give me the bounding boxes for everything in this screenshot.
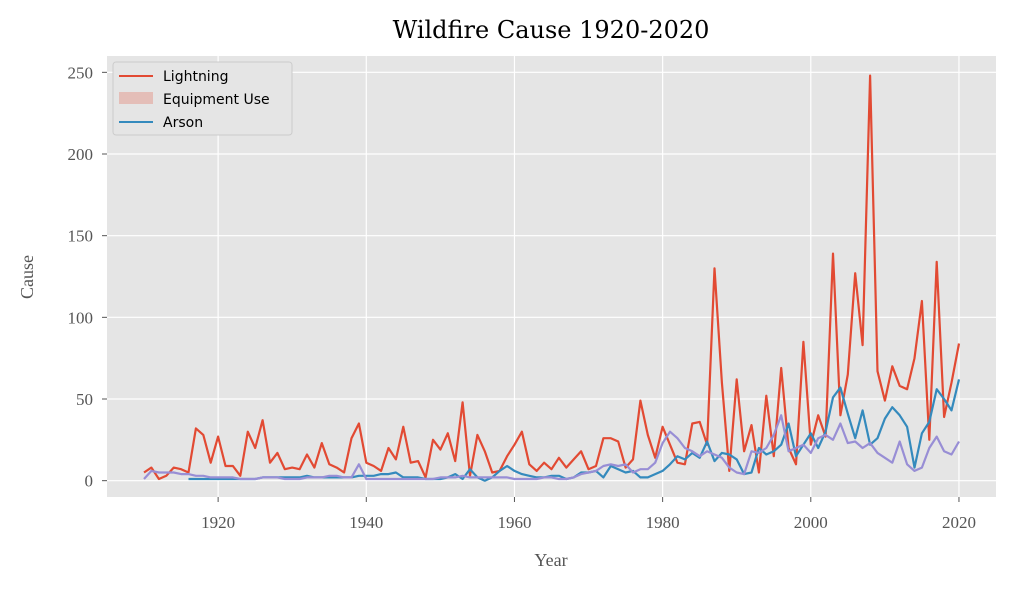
y-tick-label: 250 bbox=[68, 63, 94, 82]
x-tick-label: 1920 bbox=[201, 513, 235, 532]
x-tick-label: 1960 bbox=[497, 513, 531, 532]
chart-title: Wildfire Cause 1920-2020 bbox=[393, 16, 710, 44]
legend-label-equipment-use: Equipment Use bbox=[163, 92, 270, 108]
x-tick-label: 2000 bbox=[794, 513, 828, 532]
y-tick-label: 0 bbox=[85, 472, 94, 491]
y-tick-label: 150 bbox=[68, 227, 94, 246]
gridlines bbox=[107, 56, 996, 497]
series-lines bbox=[143, 74, 961, 482]
y-tick-label: 100 bbox=[68, 308, 94, 327]
y-axis-label: Cause bbox=[17, 255, 37, 299]
x-tick-label: 2020 bbox=[942, 513, 976, 532]
axis-ticks: 1920 1940 1960 1980 2000 2020 0 50 100 150 200 250 bbox=[68, 63, 976, 532]
legend: Lightning Equipment Use Arson bbox=[112, 61, 293, 136]
legend-box bbox=[112, 61, 293, 136]
x-tick-label: 1980 bbox=[646, 513, 680, 532]
legend-swatch-equipment-use bbox=[119, 92, 153, 104]
x-tick-label: 1940 bbox=[349, 513, 383, 532]
y-tick-label: 50 bbox=[76, 390, 93, 409]
y-tick-label: 200 bbox=[68, 145, 94, 164]
legend-label-lightning: Lightning bbox=[163, 69, 228, 85]
series-line-series-3 bbox=[143, 414, 960, 481]
x-axis-label: Year bbox=[534, 550, 567, 570]
series-line-lightning bbox=[143, 74, 961, 481]
legend-label-arson: Arson bbox=[163, 115, 203, 131]
